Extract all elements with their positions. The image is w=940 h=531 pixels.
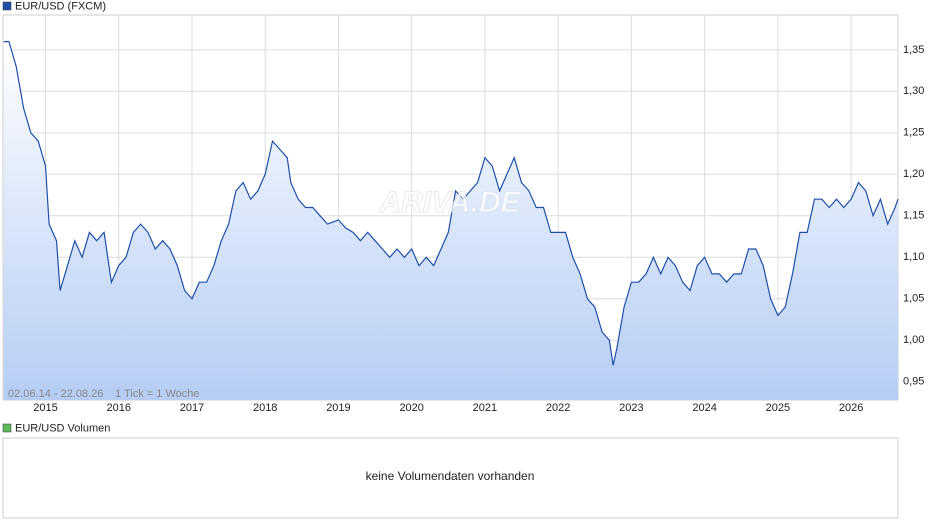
volume-swatch	[2, 423, 12, 433]
line	[3, 41, 899, 366]
y-tick-label: 1,30	[903, 85, 924, 97]
range-label: 02.06.14 - 22.08.26	[8, 388, 103, 400]
y-tick-label: 0,95	[903, 376, 924, 388]
x-tick-label: 2023	[619, 402, 643, 414]
x-tick-label: 2016	[106, 402, 130, 414]
y-tick-label: 1,10	[903, 251, 924, 263]
y-tick-label: 1,20	[903, 168, 924, 180]
x-tick-label: 2022	[546, 402, 570, 414]
y-tick-label: 1,25	[903, 127, 924, 139]
y-tick-label: 1,15	[903, 210, 924, 222]
x-tick-label: 2020	[399, 402, 423, 414]
legend-label: EUR/USD (FXCM)	[15, 0, 106, 12]
y-tick-label: 1,05	[903, 293, 924, 305]
x-tick-label: 2024	[692, 402, 716, 414]
x-tick-label: 2021	[473, 402, 497, 414]
x-tick-label: 2017	[180, 402, 204, 414]
y-tick-label: 1,00	[903, 334, 924, 346]
volume-legend: EUR/USD Volumen	[15, 422, 110, 434]
x-tick-label: 2018	[253, 402, 277, 414]
x-tick-label: 2015	[33, 402, 57, 414]
y-tick-label: 1,35	[903, 44, 924, 56]
volume-message: keine Volumendaten vorhanden	[366, 469, 535, 483]
x-tick-label: 2026	[839, 402, 863, 414]
plot-area	[3, 15, 899, 400]
tick-label: 1 Tick = 1 Woche	[115, 388, 199, 400]
x-tick-label: 2025	[766, 402, 790, 414]
legend-swatch	[2, 1, 12, 11]
watermark: ARIVA.DE	[378, 186, 521, 219]
x-tick-label: 2019	[326, 402, 350, 414]
volume-frame	[2, 437, 899, 519]
